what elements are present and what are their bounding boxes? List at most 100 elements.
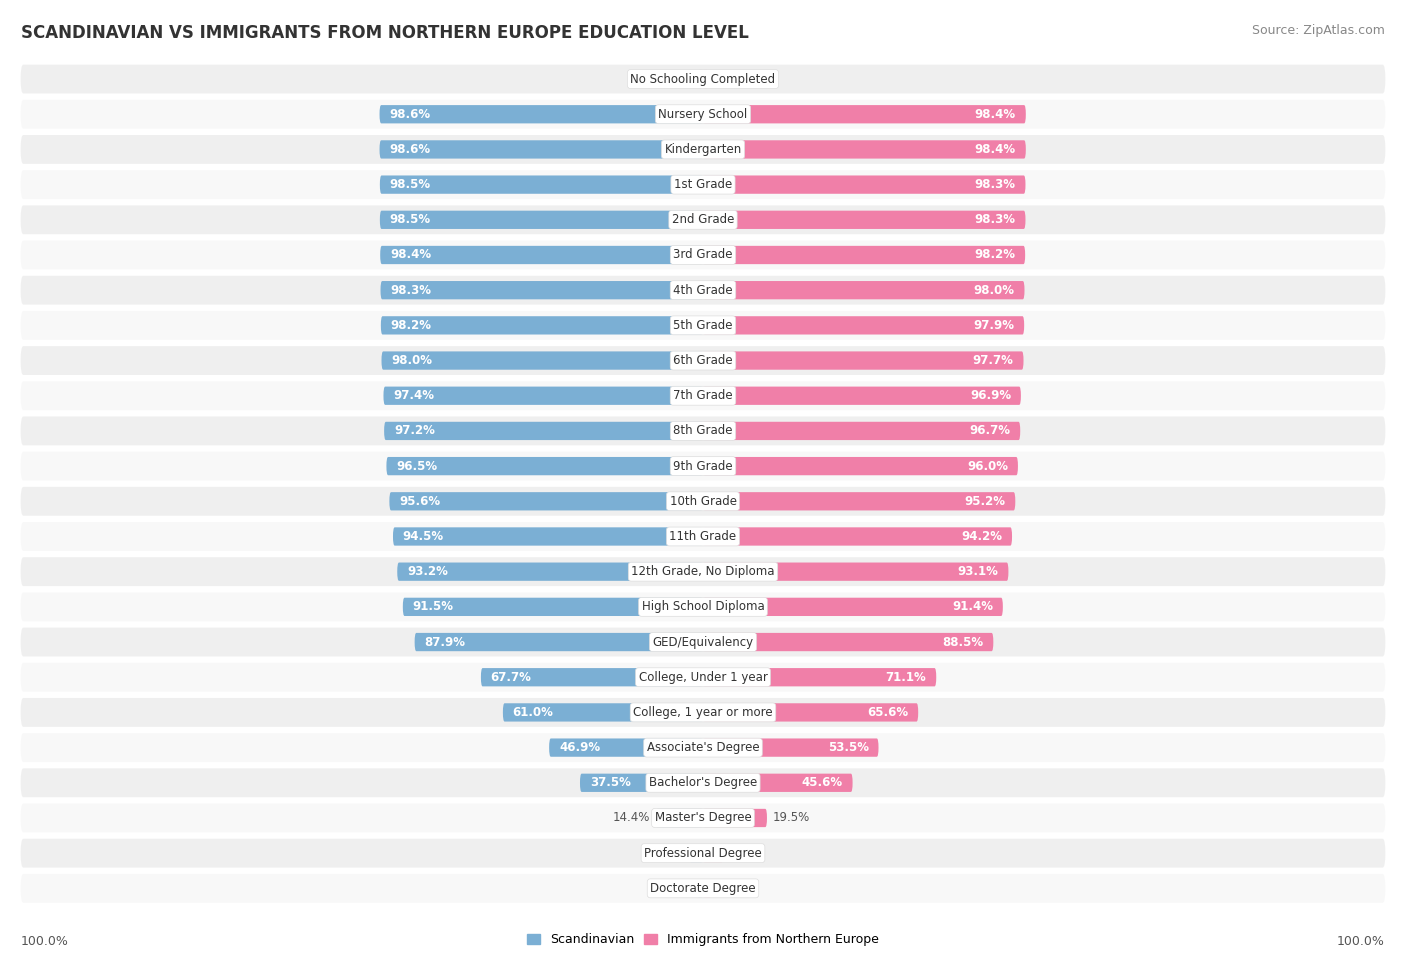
Text: 98.4%: 98.4% bbox=[389, 249, 432, 261]
FancyBboxPatch shape bbox=[703, 879, 711, 898]
FancyBboxPatch shape bbox=[21, 206, 1385, 234]
Text: 94.5%: 94.5% bbox=[402, 530, 444, 543]
FancyBboxPatch shape bbox=[381, 351, 703, 370]
Text: 14.4%: 14.4% bbox=[613, 811, 651, 825]
FancyBboxPatch shape bbox=[581, 773, 703, 792]
FancyBboxPatch shape bbox=[21, 416, 1385, 446]
Text: 98.5%: 98.5% bbox=[389, 178, 430, 191]
Text: 95.6%: 95.6% bbox=[399, 494, 440, 508]
FancyBboxPatch shape bbox=[21, 276, 1385, 304]
Text: Nursery School: Nursery School bbox=[658, 108, 748, 121]
FancyBboxPatch shape bbox=[402, 598, 703, 616]
Text: 19.5%: 19.5% bbox=[772, 811, 810, 825]
FancyBboxPatch shape bbox=[384, 422, 703, 440]
Text: 71.1%: 71.1% bbox=[886, 671, 927, 683]
Text: 45.6%: 45.6% bbox=[801, 776, 842, 790]
FancyBboxPatch shape bbox=[21, 311, 1385, 340]
Text: 53.5%: 53.5% bbox=[828, 741, 869, 754]
FancyBboxPatch shape bbox=[380, 176, 703, 194]
Text: 91.5%: 91.5% bbox=[413, 601, 454, 613]
FancyBboxPatch shape bbox=[689, 844, 703, 862]
FancyBboxPatch shape bbox=[703, 246, 1025, 264]
FancyBboxPatch shape bbox=[21, 628, 1385, 656]
FancyBboxPatch shape bbox=[703, 527, 1012, 546]
FancyBboxPatch shape bbox=[697, 70, 703, 88]
Text: 1.8%: 1.8% bbox=[662, 881, 692, 895]
FancyBboxPatch shape bbox=[21, 698, 1385, 726]
Legend: Scandinavian, Immigrants from Northern Europe: Scandinavian, Immigrants from Northern E… bbox=[523, 928, 883, 952]
FancyBboxPatch shape bbox=[703, 738, 879, 757]
FancyBboxPatch shape bbox=[21, 451, 1385, 481]
FancyBboxPatch shape bbox=[21, 171, 1385, 199]
Text: 88.5%: 88.5% bbox=[942, 636, 984, 648]
Text: No Schooling Completed: No Schooling Completed bbox=[630, 72, 776, 86]
Text: 2nd Grade: 2nd Grade bbox=[672, 214, 734, 226]
Text: 98.3%: 98.3% bbox=[974, 178, 1015, 191]
FancyBboxPatch shape bbox=[697, 879, 703, 898]
Text: Master's Degree: Master's Degree bbox=[655, 811, 751, 825]
FancyBboxPatch shape bbox=[703, 492, 1015, 511]
Text: 2.6%: 2.6% bbox=[717, 881, 747, 895]
FancyBboxPatch shape bbox=[21, 135, 1385, 164]
FancyBboxPatch shape bbox=[503, 703, 703, 722]
Text: 1st Grade: 1st Grade bbox=[673, 178, 733, 191]
FancyBboxPatch shape bbox=[380, 105, 703, 124]
FancyBboxPatch shape bbox=[703, 387, 1021, 405]
Text: Professional Degree: Professional Degree bbox=[644, 846, 762, 860]
FancyBboxPatch shape bbox=[381, 281, 703, 299]
FancyBboxPatch shape bbox=[21, 487, 1385, 516]
FancyBboxPatch shape bbox=[703, 176, 1025, 194]
Text: 98.5%: 98.5% bbox=[389, 214, 430, 226]
Text: 10th Grade: 10th Grade bbox=[669, 494, 737, 508]
Text: 8th Grade: 8th Grade bbox=[673, 424, 733, 438]
FancyBboxPatch shape bbox=[703, 563, 1008, 581]
Text: 46.9%: 46.9% bbox=[560, 741, 600, 754]
Text: 98.0%: 98.0% bbox=[974, 284, 1015, 296]
Text: 96.0%: 96.0% bbox=[967, 459, 1008, 473]
FancyBboxPatch shape bbox=[655, 809, 703, 827]
Text: 98.2%: 98.2% bbox=[974, 249, 1015, 261]
Text: 6.2%: 6.2% bbox=[728, 846, 758, 860]
FancyBboxPatch shape bbox=[703, 351, 1024, 370]
Text: 7th Grade: 7th Grade bbox=[673, 389, 733, 403]
FancyBboxPatch shape bbox=[21, 522, 1385, 551]
FancyBboxPatch shape bbox=[703, 105, 1026, 124]
FancyBboxPatch shape bbox=[398, 563, 703, 581]
FancyBboxPatch shape bbox=[21, 99, 1385, 129]
FancyBboxPatch shape bbox=[703, 703, 918, 722]
Text: College, Under 1 year: College, Under 1 year bbox=[638, 671, 768, 683]
Text: 98.6%: 98.6% bbox=[389, 143, 430, 156]
FancyBboxPatch shape bbox=[21, 874, 1385, 903]
Text: Kindergarten: Kindergarten bbox=[665, 143, 741, 156]
FancyBboxPatch shape bbox=[380, 140, 703, 159]
Text: 97.9%: 97.9% bbox=[973, 319, 1014, 332]
Text: 100.0%: 100.0% bbox=[1337, 935, 1385, 948]
Text: Doctorate Degree: Doctorate Degree bbox=[650, 881, 756, 895]
FancyBboxPatch shape bbox=[703, 281, 1025, 299]
FancyBboxPatch shape bbox=[703, 809, 768, 827]
FancyBboxPatch shape bbox=[703, 211, 1025, 229]
FancyBboxPatch shape bbox=[703, 668, 936, 686]
Text: 98.6%: 98.6% bbox=[389, 108, 430, 121]
Text: 95.2%: 95.2% bbox=[965, 494, 1005, 508]
Text: 96.5%: 96.5% bbox=[396, 459, 437, 473]
Text: 98.3%: 98.3% bbox=[974, 214, 1015, 226]
FancyBboxPatch shape bbox=[21, 241, 1385, 269]
Text: 4th Grade: 4th Grade bbox=[673, 284, 733, 296]
Text: 100.0%: 100.0% bbox=[21, 935, 69, 948]
FancyBboxPatch shape bbox=[703, 70, 709, 88]
Text: College, 1 year or more: College, 1 year or more bbox=[633, 706, 773, 719]
FancyBboxPatch shape bbox=[21, 803, 1385, 833]
Text: Bachelor's Degree: Bachelor's Degree bbox=[650, 776, 756, 790]
Text: 11th Grade: 11th Grade bbox=[669, 530, 737, 543]
Text: Associate's Degree: Associate's Degree bbox=[647, 741, 759, 754]
Text: GED/Equivalency: GED/Equivalency bbox=[652, 636, 754, 648]
FancyBboxPatch shape bbox=[703, 316, 1024, 334]
FancyBboxPatch shape bbox=[21, 64, 1385, 94]
FancyBboxPatch shape bbox=[550, 738, 703, 757]
Text: High School Diploma: High School Diploma bbox=[641, 601, 765, 613]
Text: 9th Grade: 9th Grade bbox=[673, 459, 733, 473]
FancyBboxPatch shape bbox=[481, 668, 703, 686]
Text: 1.7%: 1.7% bbox=[714, 72, 744, 86]
Text: 3rd Grade: 3rd Grade bbox=[673, 249, 733, 261]
